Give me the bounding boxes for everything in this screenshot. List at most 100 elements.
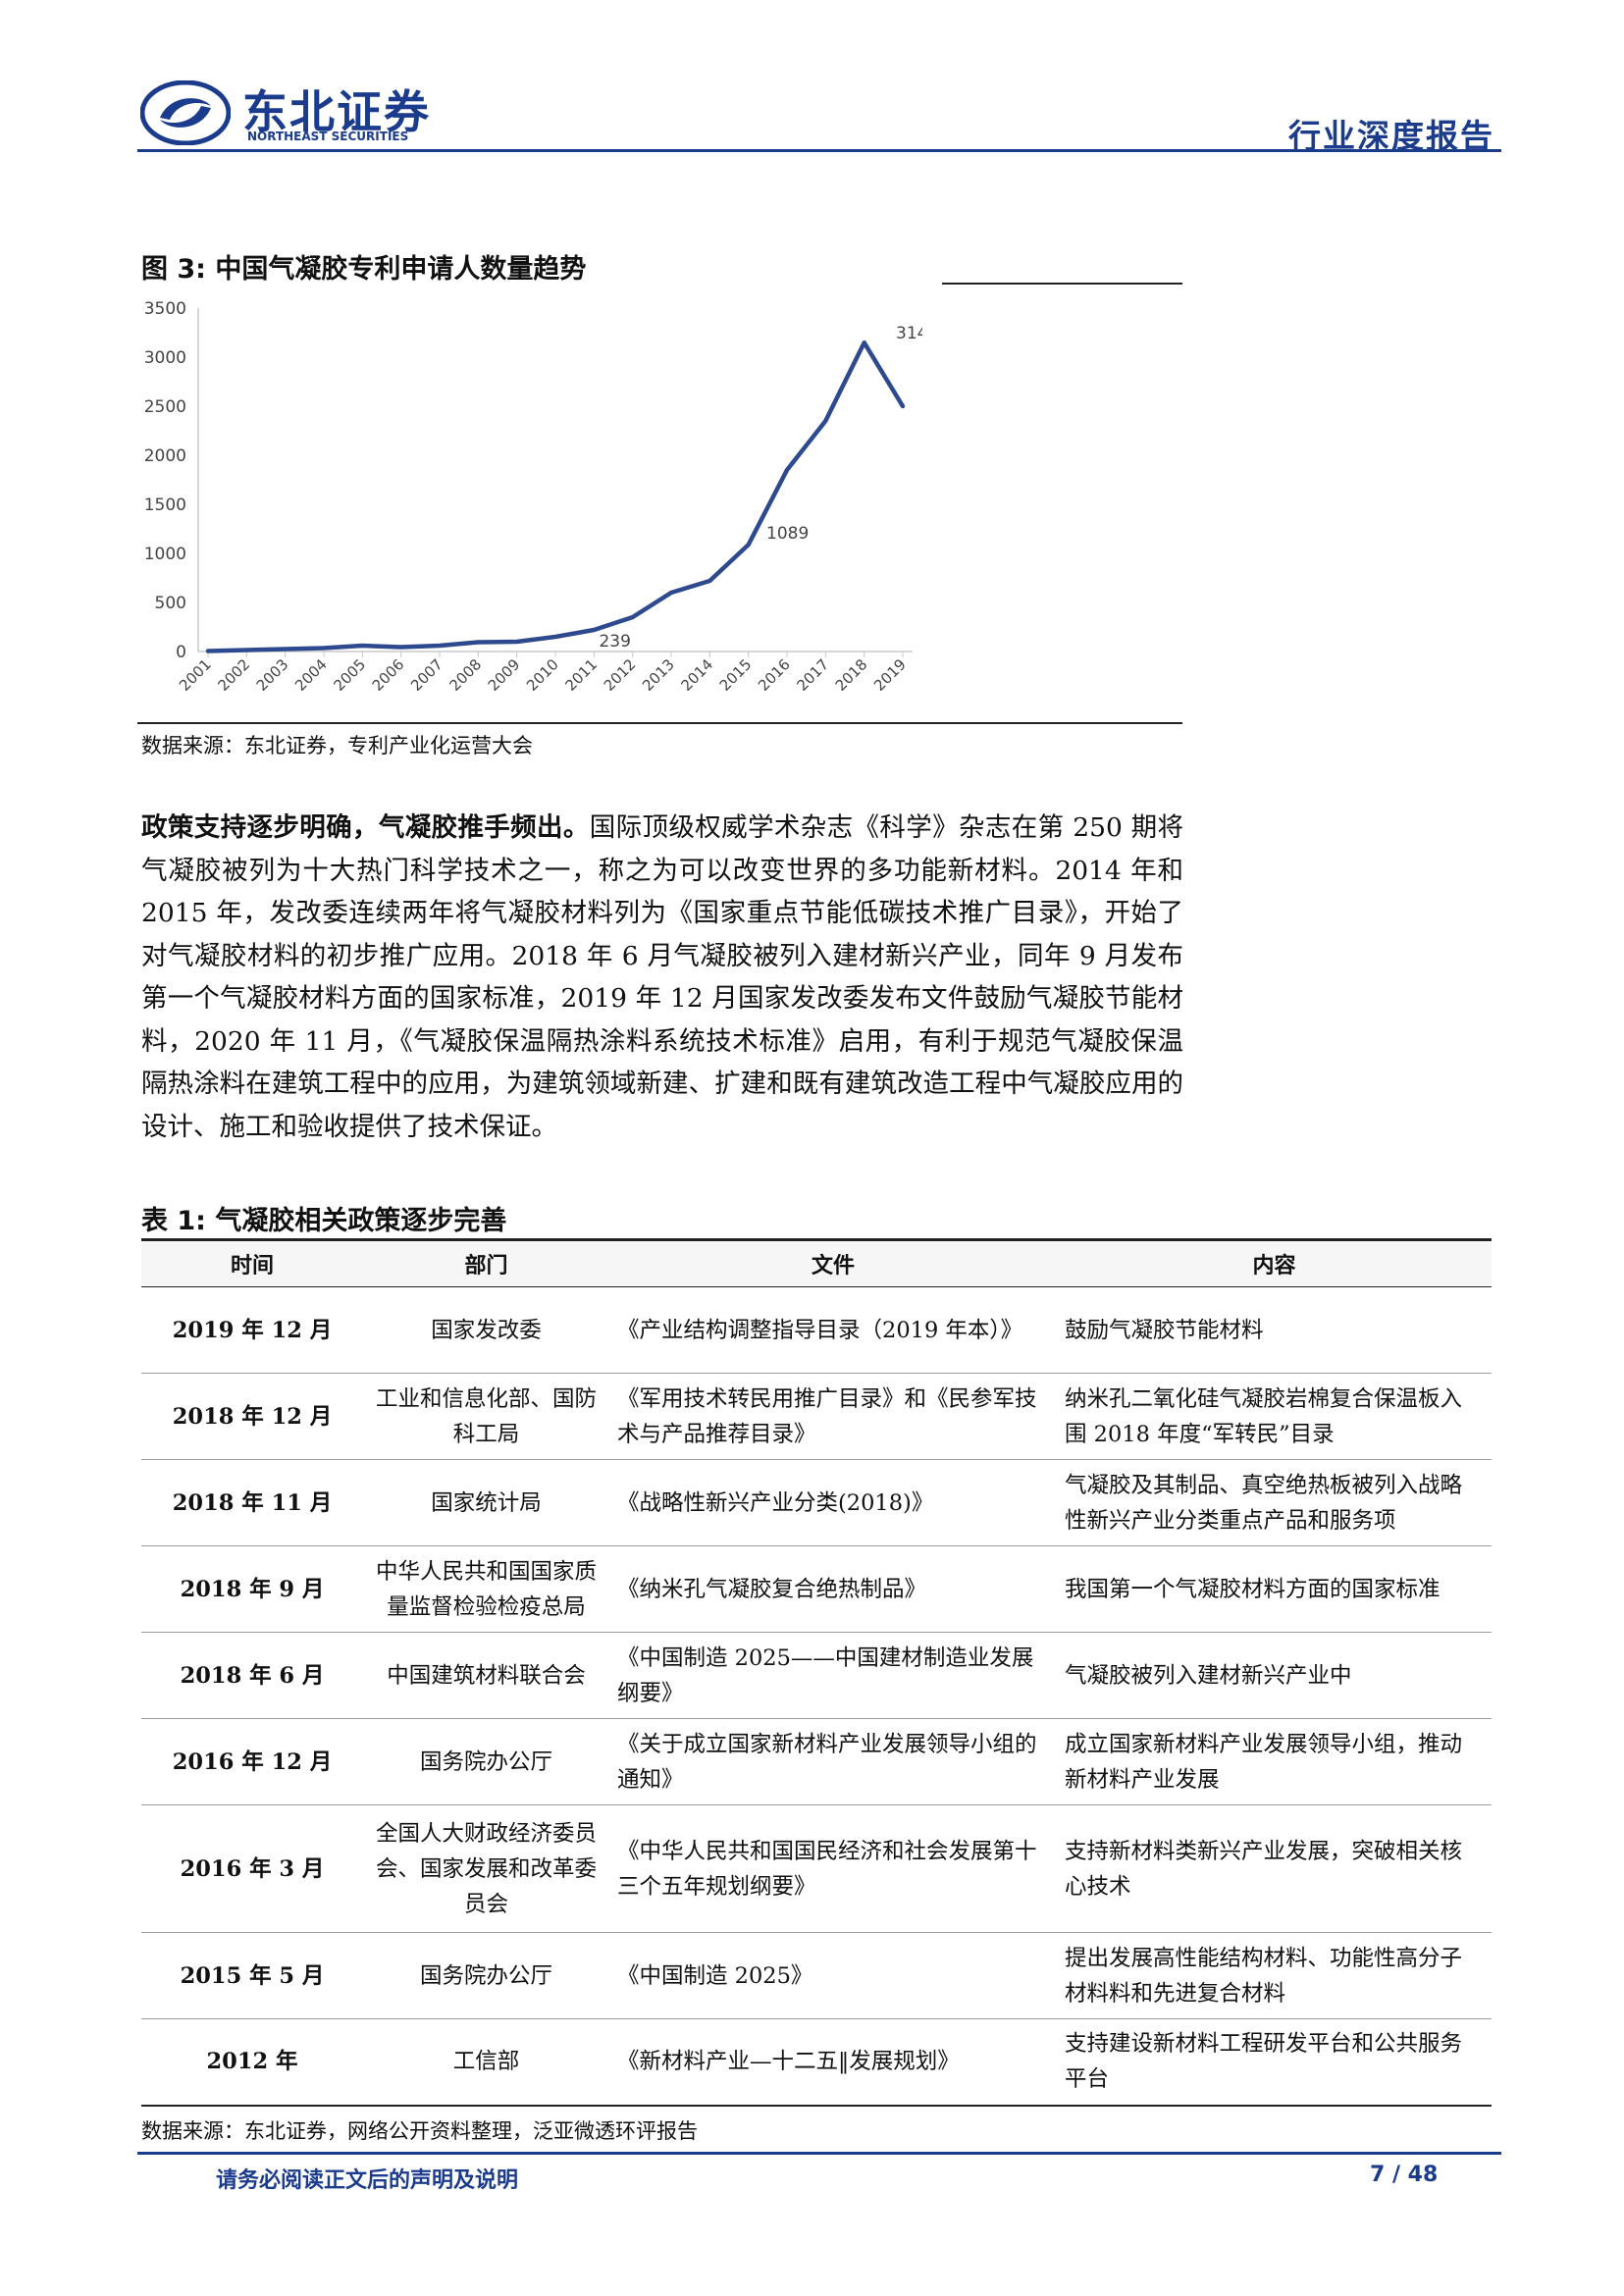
paragraph-lead: 政策支持逐步明确，气凝胶推手频出。 bbox=[141, 812, 590, 843]
y-tick-label: 2500 bbox=[144, 397, 186, 417]
x-tick-label: 2011 bbox=[561, 655, 601, 695]
table-row: 2018 年 9 月 中华人民共和国国家质量监督检验检疫总局 《纳米孔气凝胶复合… bbox=[141, 1545, 1492, 1633]
x-tick-label: 2014 bbox=[677, 655, 716, 695]
cell-department: 国务院办公厅 bbox=[363, 1932, 609, 2019]
data-point bbox=[863, 340, 866, 344]
cell-department: 国家统计局 bbox=[363, 1459, 609, 1546]
cell-time: 2018 年 9 月 bbox=[141, 1545, 363, 1633]
table-row: 2018 年 11 月 国家统计局 《战略性新兴产业分类(2018)》 气凝胶及… bbox=[141, 1459, 1492, 1546]
x-tick-label: 2015 bbox=[716, 655, 756, 695]
x-tick-label: 2013 bbox=[639, 655, 678, 695]
cell-time: 2016 年 12 月 bbox=[141, 1718, 363, 1805]
data-point bbox=[823, 419, 827, 423]
header-document: 文件 bbox=[609, 1238, 1057, 1287]
cell-content: 气凝胶及其制品、真空绝热板被列入战略性新兴产业分类重点产品和服务项 bbox=[1057, 1459, 1492, 1546]
x-tick-label: 2008 bbox=[445, 655, 485, 695]
y-tick-label: 3500 bbox=[144, 299, 186, 319]
policy-table: 时间 部门 文件 内容 2019 年 12 月 国家发改委 《产业结构调整指导目… bbox=[141, 1238, 1492, 2107]
table-source: 数据来源：东北证券，网络公开资料整理，泛亚微透环评报告 bbox=[141, 2119, 698, 2143]
data-point bbox=[747, 543, 751, 547]
cell-time: 2015 年 5 月 bbox=[141, 1932, 363, 2019]
cell-time: 2019 年 12 月 bbox=[141, 1286, 363, 1374]
table-row: 2012 年 工信部 《新材料产业—十二五‖发展规划》 支持建设新材料工程研发平… bbox=[141, 2018, 1492, 2107]
cell-content: 我国第一个气凝胶材料方面的国家标准 bbox=[1057, 1545, 1492, 1633]
data-label: 239 bbox=[599, 632, 630, 652]
table-row: 2016 年 3 月 全国人大财政经济委员会、国家发展和改革委员会 《中华人民共… bbox=[141, 1804, 1492, 1933]
cell-content: 支持建设新材料工程研发平台和公共服务平台 bbox=[1057, 2018, 1492, 2107]
data-point bbox=[244, 648, 248, 652]
data-point bbox=[322, 646, 326, 651]
cell-document: 《军用技术转民用推广目录》和《民参军技术与产品推荐目录》 bbox=[609, 1373, 1057, 1460]
data-point bbox=[901, 404, 905, 408]
x-tick-label: 2009 bbox=[485, 655, 524, 695]
data-point bbox=[399, 645, 403, 650]
data-point bbox=[360, 644, 364, 648]
header-divider bbox=[137, 149, 1501, 152]
cell-document: 《中国制造 2025》 bbox=[609, 1932, 1057, 2019]
footer-divider bbox=[137, 2152, 1501, 2155]
company-logo-text: 东北证券 bbox=[242, 85, 431, 138]
page-number: 7 / 48 bbox=[1370, 2163, 1439, 2187]
patent-applicant-chart: 0 500 1000 1500 2000 2500 3000 3500 2001 2002 2003… bbox=[137, 294, 939, 716]
y-tick-label: 0 bbox=[176, 643, 186, 662]
cell-department: 国家发改委 bbox=[363, 1286, 609, 1374]
figure-title: 图 3: 中国气凝胶专利申请人数量趋势 bbox=[141, 254, 587, 285]
cell-document: 《战略性新兴产业分类(2018)》 bbox=[609, 1459, 1057, 1546]
cell-department: 国务院办公厅 bbox=[363, 1718, 609, 1805]
figure-bottom-rule bbox=[137, 722, 1182, 724]
policy-paragraph: 政策支持逐步明确，气凝胶推手频出。国际顶级权威学术杂志《科学》杂志在第 250 … bbox=[141, 807, 1183, 1148]
x-tick-label: 2004 bbox=[291, 655, 331, 695]
x-tick-label: 2016 bbox=[755, 655, 794, 695]
x-tick-label: 2019 bbox=[870, 655, 910, 695]
x-tick-label: 2007 bbox=[407, 655, 446, 695]
data-point bbox=[438, 644, 442, 648]
disclaimer-notice: 请务必阅读正文后的声明及说明 bbox=[216, 2168, 519, 2193]
cell-department: 工信部 bbox=[363, 2018, 609, 2107]
data-point bbox=[476, 640, 480, 645]
x-tick-label: 2017 bbox=[793, 655, 832, 695]
x-tick-label: 2005 bbox=[330, 655, 369, 695]
cell-content: 气凝胶被列入建材新兴产业中 bbox=[1057, 1632, 1492, 1719]
cell-time: 2018 年 11 月 bbox=[141, 1459, 363, 1546]
company-logo-english: NORTHEAST SECURITIES bbox=[247, 130, 409, 143]
cell-content: 鼓励气凝胶节能材料 bbox=[1057, 1286, 1492, 1374]
company-logo-icon bbox=[139, 79, 232, 146]
data-point bbox=[707, 579, 711, 583]
header-time: 时间 bbox=[141, 1238, 363, 1287]
x-tick-label: 2003 bbox=[253, 655, 292, 695]
x-tick-label: 2018 bbox=[832, 655, 871, 695]
table-row: 2018 年 12 月 工业和信息化部、国防科工局 《军用技术转民用推广目录》和… bbox=[141, 1373, 1492, 1460]
cell-time: 2018 年 6 月 bbox=[141, 1632, 363, 1719]
data-point bbox=[284, 647, 288, 652]
x-tick-label: 2002 bbox=[214, 655, 253, 695]
cell-document: 《新材料产业—十二五‖发展规划》 bbox=[609, 2018, 1057, 2107]
table-row: 2018 年 6 月 中国建筑材料联合会 《中国制造 2025——中国建材制造业… bbox=[141, 1632, 1492, 1719]
header-content: 内容 bbox=[1057, 1238, 1492, 1287]
cell-content: 成立国家新材料产业发展领导小组，推动新材料产业发展 bbox=[1057, 1718, 1492, 1805]
cell-content: 纳米孔二氧化硅气凝胶岩棉复合保温板入围 2018 年度“军转民”目录 bbox=[1057, 1373, 1492, 1460]
table-row: 2019 年 12 月 国家发改委 《产业结构调整指导目录（2019 年本）》 … bbox=[141, 1286, 1492, 1374]
x-tick-label: 2012 bbox=[601, 655, 640, 695]
data-point bbox=[592, 628, 596, 632]
header-department: 部门 bbox=[363, 1238, 609, 1287]
y-tick-label: 1500 bbox=[144, 496, 186, 515]
table-row: 2016 年 12 月 国务院办公厅 《关于成立国家新材料产业发展领导小组的通知… bbox=[141, 1718, 1492, 1805]
cell-content: 提出发展高性能结构材料、功能性高分子材料料和先进复合材料 bbox=[1057, 1932, 1492, 2019]
cell-document: 《纳米孔气凝胶复合绝热制品》 bbox=[609, 1545, 1057, 1633]
y-tick-label: 1000 bbox=[144, 545, 186, 564]
paragraph-body: 国际顶级权威学术杂志《科学》杂志在第 250 期将气凝胶被列为十大热门科学技术之… bbox=[141, 812, 1183, 1142]
table-title: 表 1: 气凝胶相关政策逐步完善 bbox=[141, 1206, 507, 1236]
figure-source: 数据来源：东北证券，专利产业化运营大会 bbox=[141, 734, 533, 757]
table-header-row: 时间 部门 文件 内容 bbox=[141, 1238, 1492, 1287]
data-point bbox=[669, 591, 673, 595]
cell-time: 2018 年 12 月 bbox=[141, 1373, 363, 1460]
y-tick-label: 2000 bbox=[144, 446, 186, 466]
data-point bbox=[515, 640, 519, 644]
cell-time: 2012 年 bbox=[141, 2018, 363, 2107]
data-point bbox=[631, 615, 635, 619]
cell-document: 《产业结构调整指导目录（2019 年本）》 bbox=[609, 1286, 1057, 1374]
cell-document: 《中华人民共和国国民经济和社会发展第十三个五年规划纲要》 bbox=[609, 1804, 1057, 1933]
x-tick-label: 2010 bbox=[523, 655, 562, 695]
table-row: 2015 年 5 月 国务院办公厅 《中国制造 2025》 提出发展高性能结构材… bbox=[141, 1932, 1492, 2019]
cell-content: 支持新材料类新兴产业发展，突破相关核心技术 bbox=[1057, 1804, 1492, 1933]
